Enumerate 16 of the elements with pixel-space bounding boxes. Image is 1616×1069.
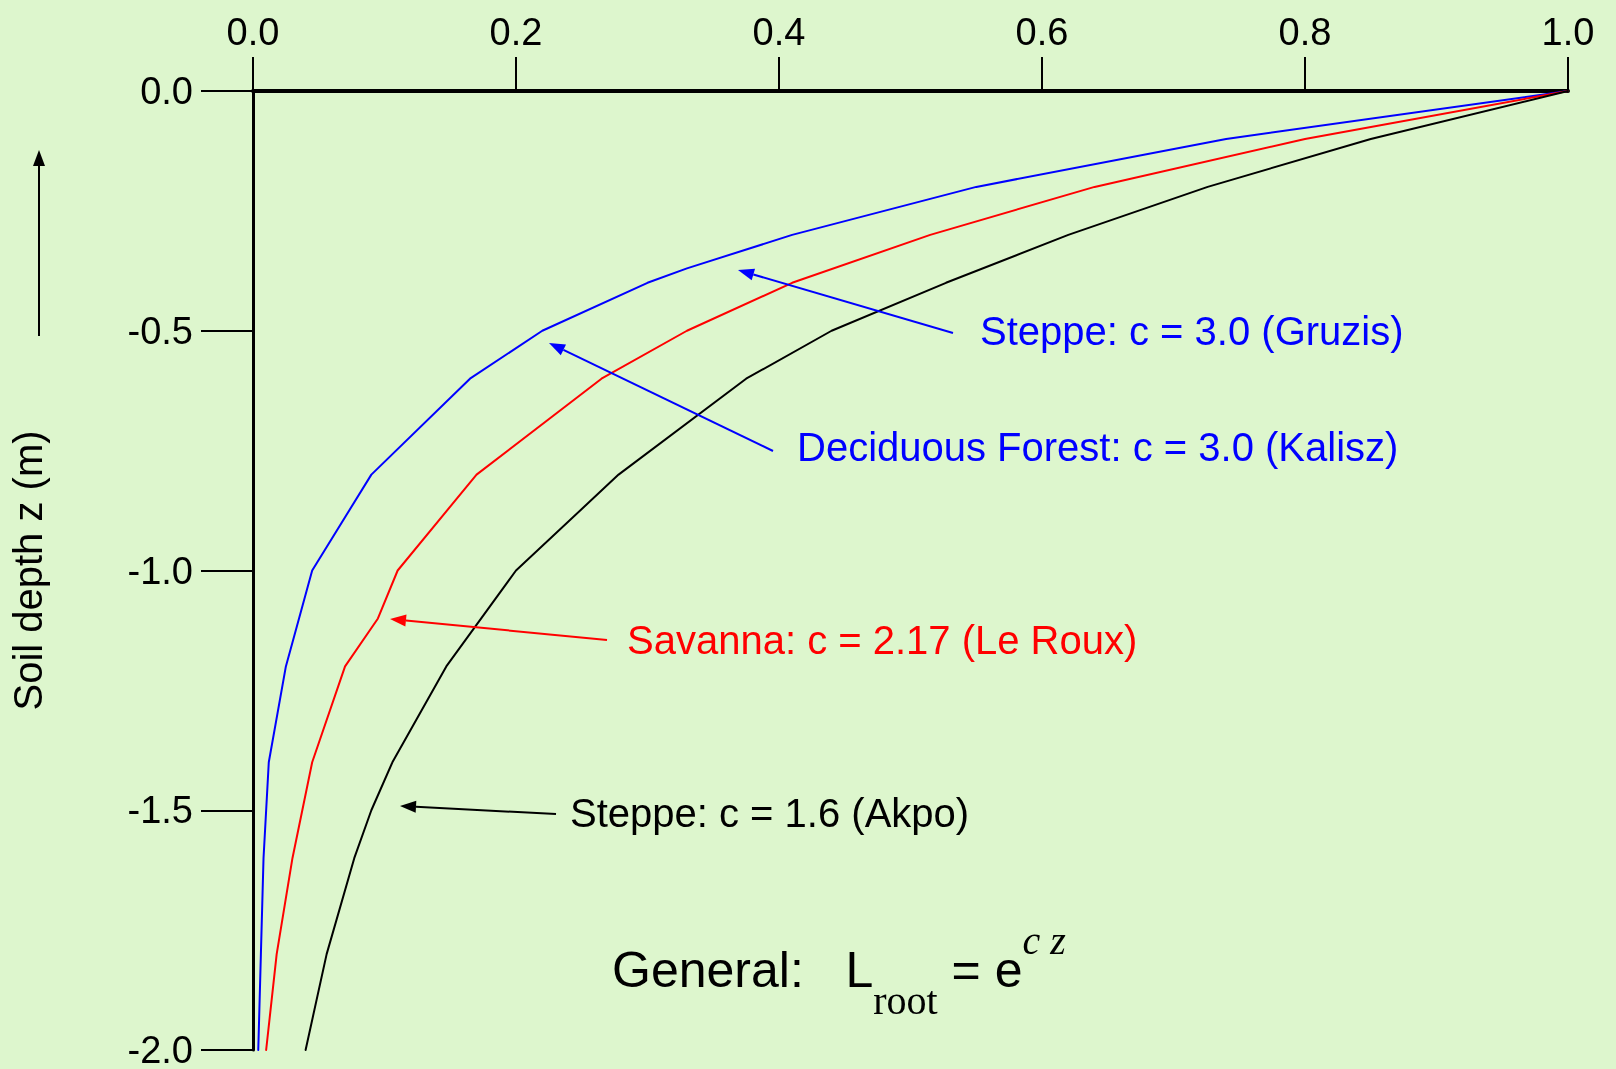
annotation: Savanna: c = 2.17 (Le Roux) bbox=[627, 618, 1138, 662]
annotation: Steppe: c = 1.6 (Akpo) bbox=[570, 791, 970, 835]
y-tick-label: -0.5 bbox=[127, 309, 193, 352]
x-tick-label: 0.4 bbox=[752, 11, 806, 53]
x-tick-label: 0.0 bbox=[226, 11, 280, 53]
y-tick-label: 0.0 bbox=[140, 70, 193, 112]
x-tick-label: 0.2 bbox=[489, 11, 543, 53]
annotation: Deciduous Forest: c = 3.0 (Kalisz) bbox=[797, 425, 1399, 469]
y-tick-label: -2.0 bbox=[127, 1029, 193, 1069]
annotation: Steppe: c = 3.0 (Gruzis) bbox=[980, 309, 1404, 353]
y-axis-title: Soil depth z (m) bbox=[6, 430, 50, 711]
x-tick-label: 0.8 bbox=[1278, 11, 1332, 53]
x-tick-label: 1.0 bbox=[1541, 11, 1595, 53]
y-tick-label: -1.0 bbox=[127, 549, 193, 592]
x-tick-label: 0.6 bbox=[1015, 11, 1069, 53]
y-tick-label: -1.5 bbox=[127, 789, 193, 832]
